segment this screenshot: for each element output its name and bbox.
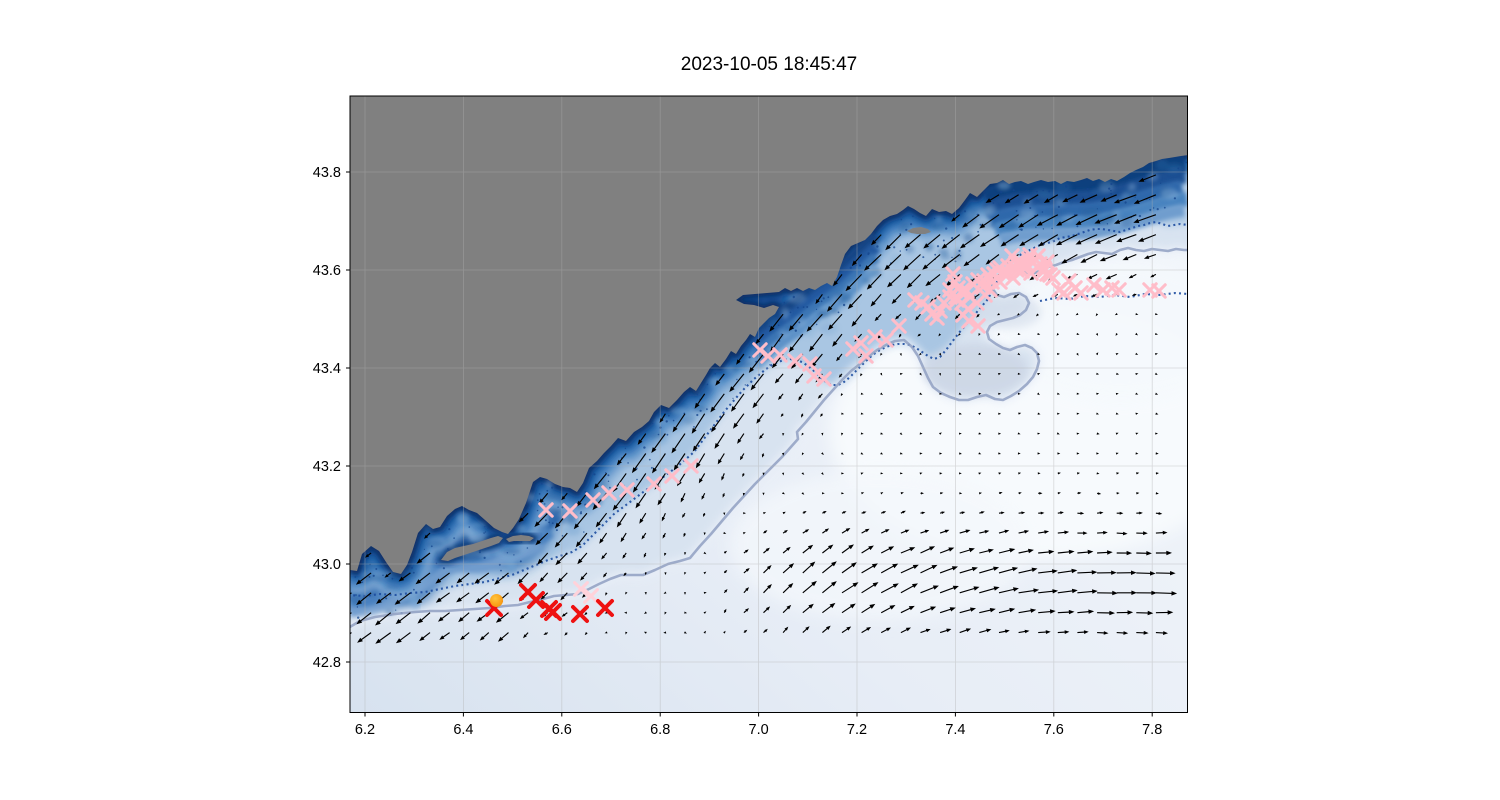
svg-text:7.6: 7.6 (1044, 722, 1064, 738)
svg-text:7.0: 7.0 (749, 722, 769, 738)
svg-text:6.6: 6.6 (552, 722, 572, 738)
svg-text:7.4: 7.4 (945, 722, 965, 738)
svg-text:43.0: 43.0 (313, 557, 341, 573)
svg-text:7.8: 7.8 (1142, 722, 1162, 738)
svg-text:43.2: 43.2 (313, 459, 341, 475)
svg-text:43.8: 43.8 (313, 165, 341, 181)
svg-text:43.4: 43.4 (313, 361, 341, 377)
svg-text:42.8: 42.8 (313, 655, 341, 671)
svg-text:6.8: 6.8 (650, 722, 670, 738)
svg-text:2023-10-05 18:45:47: 2023-10-05 18:45:47 (681, 54, 857, 75)
svg-text:43.6: 43.6 (313, 263, 341, 279)
svg-text:6.4: 6.4 (453, 722, 473, 738)
svg-text:6.2: 6.2 (355, 722, 375, 738)
svg-text:7.2: 7.2 (847, 722, 867, 738)
